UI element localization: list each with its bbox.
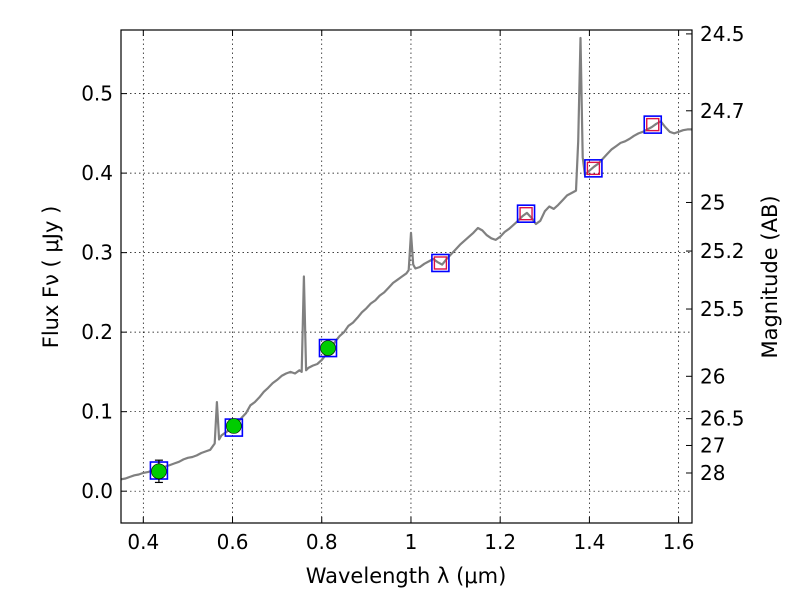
y-tick-label: 0.4 (81, 161, 113, 185)
y-tick-label: 0.1 (81, 400, 113, 424)
photometry-point (226, 418, 242, 434)
plot-frame (120, 29, 693, 524)
y-tick-label: 0.3 (81, 241, 113, 265)
x-tick-label: 1.4 (573, 530, 605, 554)
y-tick-label: 0.0 (81, 479, 113, 503)
y-tick-label: 0.2 (81, 320, 113, 344)
y2-tick-label: 24.5 (700, 22, 745, 46)
y2-tick-label: 24.7 (700, 99, 745, 123)
x-tick-label: 1.6 (663, 530, 695, 554)
model-box-blue (584, 159, 603, 178)
photometry-point (151, 463, 167, 480)
x-tick-label: 1.2 (484, 530, 516, 554)
model-box-red (646, 117, 660, 132)
y2-tick-label: 28 (700, 461, 725, 485)
x-tick-label: 0.8 (306, 530, 338, 554)
y2-tick-label: 26 (700, 364, 725, 388)
y2-tick-label: 25 (700, 190, 725, 214)
grid-lines (121, 30, 692, 523)
model-box-red (433, 256, 448, 270)
model-box-blue (318, 338, 338, 358)
spectrum-line (120, 36, 692, 481)
y2-tick-label: 27 (700, 433, 725, 457)
markers-layer (149, 115, 663, 484)
axis-ticks: 0.4 0.6 0.8 1 1.2 1.4 1.6 0.0 0.1 0.2 0.3 0.4 0.5 24.… (81, 22, 744, 554)
photometry-point (320, 340, 336, 356)
x-tick-label: 0.6 (217, 530, 249, 554)
y2-tick-label: 25.2 (700, 239, 745, 263)
x-tick-label: 0.4 (127, 530, 159, 554)
model-box-blue (431, 253, 450, 273)
x-axis-label: Wavelength λ (μm) (306, 564, 507, 588)
model-box-blue (643, 115, 663, 134)
model-box-blue (516, 204, 536, 223)
y2-axis-label: Magnitude (AB) (758, 195, 782, 358)
y-tick-label: 0.5 (81, 82, 113, 106)
x-tick-label: 1 (405, 530, 418, 554)
y2-tick-label: 26.5 (700, 407, 745, 431)
y2-tick-label: 25.5 (700, 297, 745, 321)
spectrum-layer (120, 36, 692, 481)
y-axis-label: Flux Fν ( μJy ) (39, 206, 63, 349)
model-box-red (586, 161, 601, 176)
model-box-red (519, 206, 533, 221)
